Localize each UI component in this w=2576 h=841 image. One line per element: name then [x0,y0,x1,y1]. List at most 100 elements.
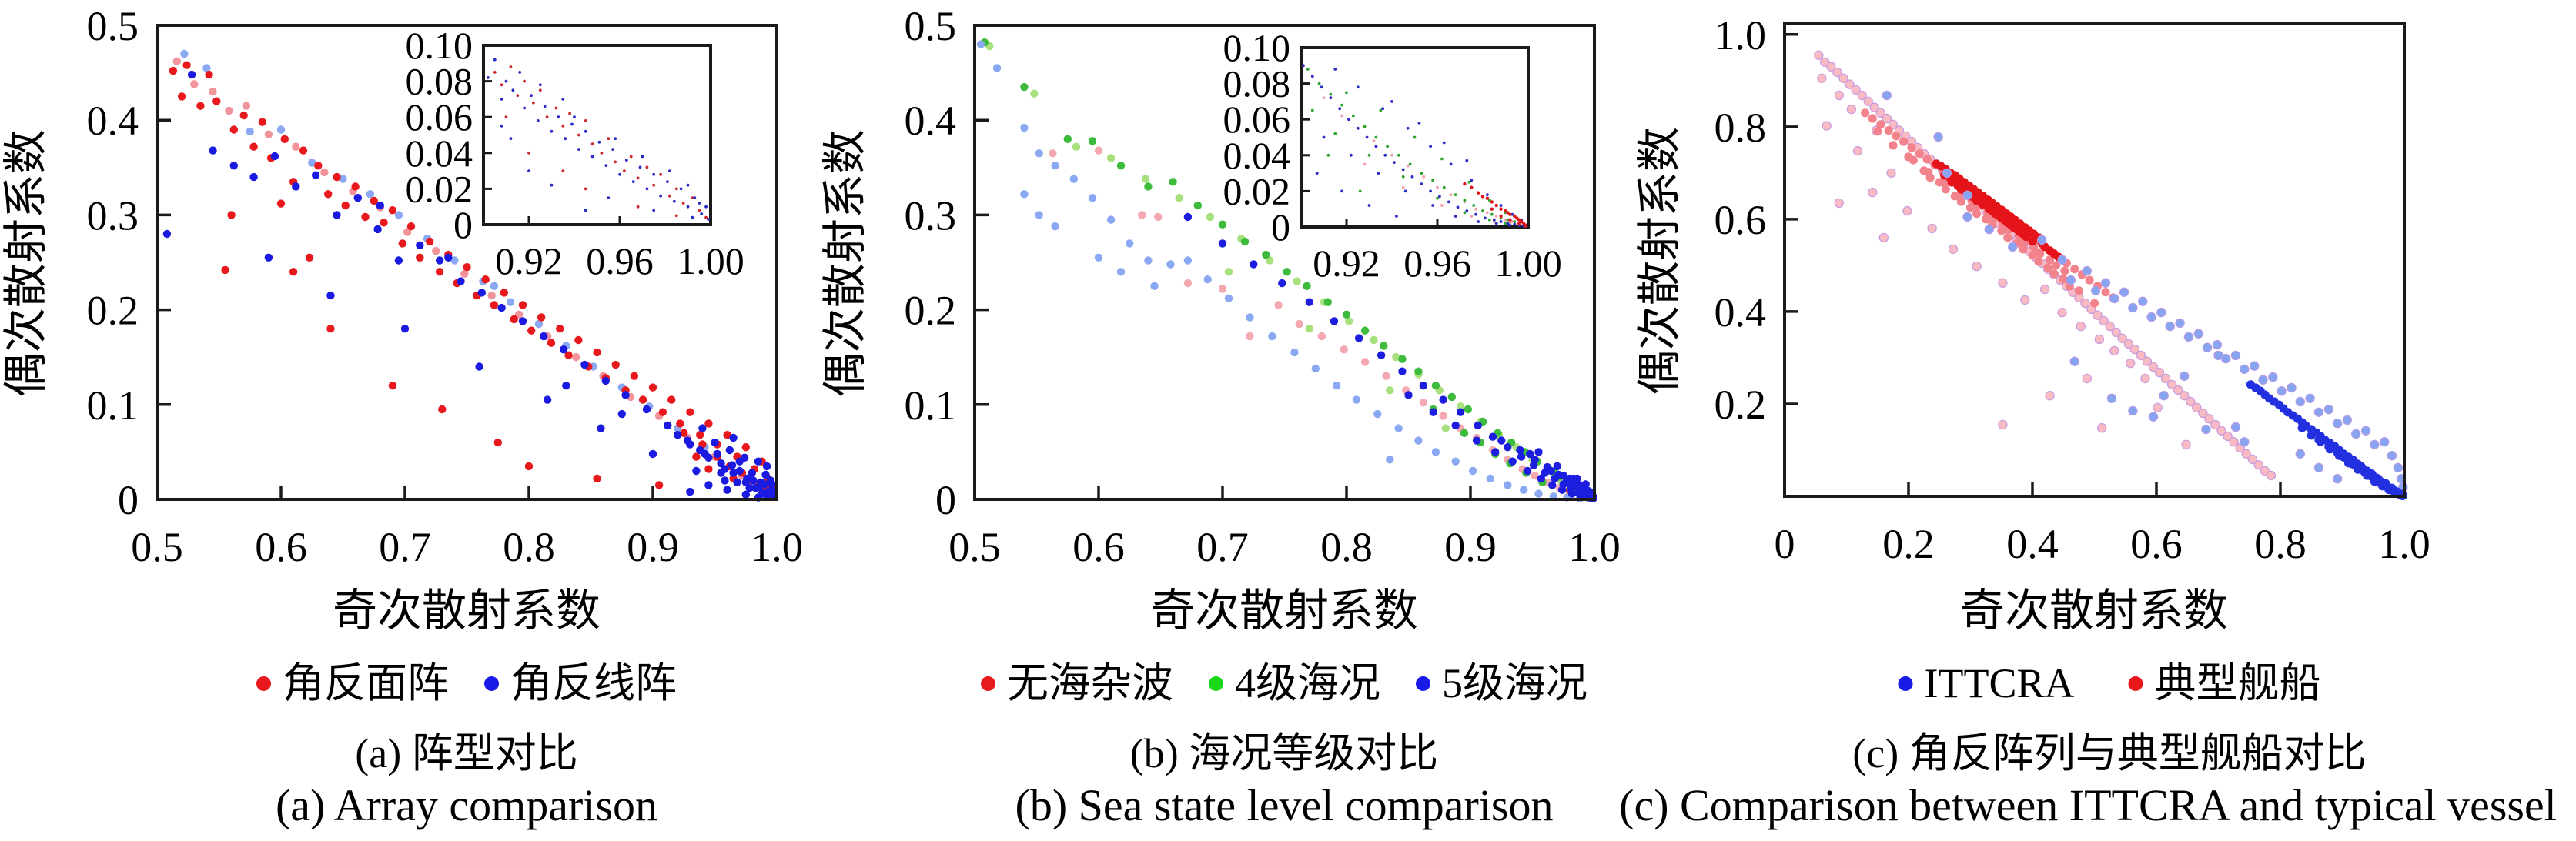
legend-a: 角反面阵 角反线阵 [256,656,677,711]
caption-zh-a: (a) 阵型对比 [355,730,578,776]
y-tick-label: 0.8 [1715,105,1767,151]
x-tick-label: 0.9 [1444,524,1497,570]
inset-x-tick-label: 0.96 [1403,242,1471,285]
x-tick-label: 0.8 [1320,524,1373,570]
y-tick-label: 0.5 [905,3,957,49]
x-tick-label: 0.6 [1072,524,1125,570]
inset-y-tick-label: 0.08 [1223,62,1291,105]
plot-frame-b [973,24,1596,501]
y-tick-label: 0 [118,477,139,523]
inset-y-tick-label: 0.06 [406,95,473,138]
x-tick-label: 0.6 [255,524,307,570]
legend-marker-icon [1416,676,1430,691]
inset-frame-a [482,44,712,226]
y-tick-label: 0.4 [1715,289,1767,335]
inset-x-tick-label: 1.00 [677,239,744,282]
y-tick-label: 0.3 [905,192,957,239]
inset-y-tick-label: 0.02 [406,167,473,210]
caption-zh-b: (b) 海况等级对比 [1129,730,1439,776]
y-tick-label: 0.2 [87,288,139,334]
inset-y-tick-label: 0.10 [1223,26,1291,69]
inset-y-tick-label: 0.06 [1223,98,1291,141]
x-tick-label: 0.5 [948,524,1001,570]
legend-item-ITTCRA: ITTCRA [1898,656,2075,711]
x-tick-label: 0 [1775,521,1795,567]
caption-en-a: (a) Array comparison [275,780,658,830]
y-tick-label: 0 [935,477,956,523]
legend-marker-icon [2128,676,2143,691]
plot-frame-a [156,24,778,501]
legend-b: 无海杂波 4级海况 5级海况 [981,656,1587,711]
x-tick-label: 1.0 [1568,524,1621,570]
legend-marker-icon [981,676,995,691]
legend-marker-icon [1209,676,1223,691]
legend-marker-icon [484,676,499,691]
series-inset-sea-state-5 [1302,64,1525,228]
x-tick-label: 0.9 [627,524,679,570]
series-sea-state-5 [1183,212,1597,502]
x-axis-label-b: 奇次散射系数 [1149,586,1418,636]
x-tick-label: 0.8 [2254,521,2307,567]
y-axis-label-c: 偶次散射系数 [1634,127,1684,395]
series-ittcra-light [1882,90,2408,492]
x-tick-label: 0.7 [1196,524,1249,570]
legend-item-角反面阵: 角反面阵 [256,656,449,711]
legend-item-角反线阵: 角反线阵 [484,656,677,711]
inset-y-tick-label: 0.08 [406,60,473,103]
inset-x-tick-label: 1.00 [1494,242,1562,285]
y-tick-label: 0.3 [87,192,139,239]
legend-label: 无海杂波 [1007,660,1173,706]
caption-en-b: (b) Sea state level comparison [1015,780,1554,830]
x-tick-label: 0.8 [503,524,555,570]
inset-y-tick-label: 0.04 [1223,134,1291,177]
y-tick-label: 0.5 [87,3,139,49]
x-axis-label-a: 奇次散射系数 [332,586,601,636]
legend-label: 角反线阵 [510,660,677,706]
y-tick-label: 0.2 [1715,382,1767,428]
inset-y-tick-label: 0 [1271,205,1290,249]
caption-en-c: (c) Comparison between ITTCRA and typica… [1619,780,2557,830]
y-axis-label-b: 偶次散射系数 [820,129,870,398]
y-tick-label: 0.1 [905,382,957,429]
x-tick-label: 0.5 [131,524,183,570]
y-tick-label: 0.4 [87,98,139,144]
inset-y-tick-label: 0 [453,203,473,246]
series-inset-cr-plane-array [493,65,708,219]
legend-label: ITTCRA [1924,660,2075,706]
x-tick-label: 1.0 [2378,521,2430,567]
legend-item-5级海况: 5级海况 [1416,656,1587,711]
legend-label: 5级海况 [1442,660,1587,706]
legend-item-4级海况: 4级海况 [1209,656,1380,711]
inset-y-tick-label: 0.10 [406,24,473,67]
x-tick-label: 0.7 [379,524,431,570]
y-tick-label: 0.1 [87,382,139,429]
y-tick-label: 1.0 [1715,12,1767,58]
legend-label: 4级海况 [1235,660,1380,706]
x-axis-label-c: 奇次散射系数 [1959,586,2228,636]
x-tick-label: 0.2 [1882,521,1935,567]
y-tick-label: 0.4 [905,98,957,144]
y-axis-label-a: 偶次散射系数 [1,129,51,398]
caption-zh-c: (c) 角反阵列与典型舰船对比 [1852,730,2367,776]
inset-x-tick-label: 0.92 [1313,242,1380,285]
inset-x-tick-label: 0.96 [586,239,654,282]
inset-x-tick-label: 0.92 [495,239,563,282]
legend-label: 典型舰船 [2154,660,2321,706]
series-inset-cr-line-array [487,58,710,221]
y-tick-label: 0.2 [905,288,957,334]
x-tick-label: 0.4 [2006,521,2059,567]
legend-marker-icon [256,676,271,691]
x-tick-label: 1.0 [751,524,803,570]
y-tick-label: 0.6 [1715,197,1767,243]
legend-item-无海杂波: 无海杂波 [981,656,1173,711]
legend-marker-icon [1898,676,1913,691]
series-inset-no-clutter-core [1463,182,1528,228]
legend-label: 角反面阵 [283,660,449,706]
legend-c: ITTCRA 典型舰船 [1898,656,2321,711]
plot-frame-c [1783,22,2406,498]
inset-y-tick-label: 0.02 [1223,169,1291,212]
series-sea-state-5-light [976,40,1584,502]
legend-item-典型舰船: 典型舰船 [2128,656,2321,711]
